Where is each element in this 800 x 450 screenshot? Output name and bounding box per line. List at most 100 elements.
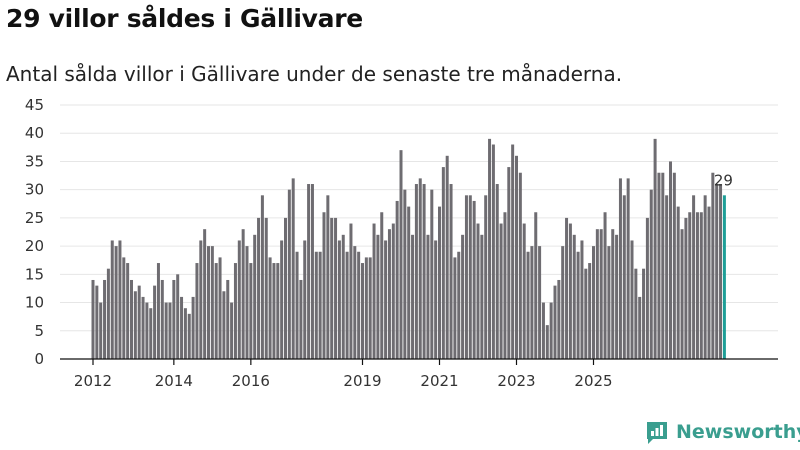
bar [507, 167, 511, 359]
bar [403, 189, 407, 359]
bar [565, 217, 569, 359]
bar [511, 144, 515, 359]
bar [615, 234, 619, 359]
bar [222, 291, 226, 359]
bar [715, 184, 719, 359]
bar [488, 138, 492, 359]
y-tick-label: 30 [25, 181, 44, 199]
bar [310, 184, 314, 359]
bar [91, 279, 95, 359]
bar [368, 257, 372, 359]
x-tick-label: 2023 [497, 372, 535, 390]
bar [434, 240, 438, 359]
bar [692, 195, 696, 359]
bar [380, 212, 384, 359]
newsworthy-logo: Newsworthy [644, 418, 800, 446]
bar [530, 246, 534, 359]
highlight-value-label: 29 [714, 171, 733, 189]
chart-subtitle: Antal sålda villor i Gällivare under de … [6, 62, 623, 86]
bar [603, 212, 607, 359]
bar [588, 263, 592, 359]
chart-title: 29 villor såldes i Gällivare [6, 4, 363, 33]
bar [191, 296, 195, 359]
bar [280, 240, 284, 359]
bar [110, 240, 114, 359]
bar [95, 285, 99, 359]
bar [103, 279, 107, 359]
bar [414, 184, 418, 359]
y-tick-label: 10 [25, 294, 44, 312]
bar [326, 195, 330, 359]
bar [669, 161, 672, 359]
bar [276, 263, 280, 359]
bar [688, 212, 692, 359]
x-tick-label: 2016 [232, 372, 270, 390]
bar [372, 223, 376, 359]
bar [607, 246, 611, 359]
bar [518, 172, 522, 359]
bar-highlight [722, 195, 726, 359]
bar [445, 155, 449, 359]
bar [441, 167, 445, 359]
bar [645, 217, 649, 359]
bar [576, 251, 580, 359]
bar [480, 234, 484, 359]
bar [599, 229, 603, 359]
y-tick-label: 45 [25, 96, 44, 114]
bar [341, 234, 345, 359]
bar [168, 302, 172, 359]
bar [626, 178, 630, 359]
bar [395, 200, 399, 359]
bar [99, 302, 103, 359]
y-tick-label: 5 [34, 322, 44, 340]
bar [314, 251, 318, 359]
bar [272, 263, 276, 359]
newsworthy-logo-text: Newsworthy [676, 421, 800, 443]
bar [149, 308, 153, 359]
bar [461, 234, 465, 359]
bar [284, 217, 287, 359]
bar [126, 263, 130, 359]
bar [260, 195, 264, 359]
bar [484, 195, 488, 359]
bar [199, 240, 203, 359]
bar [133, 291, 137, 359]
bar [257, 217, 261, 359]
bar [164, 302, 168, 359]
bar [680, 229, 684, 359]
y-tick-label: 0 [34, 350, 44, 368]
bar [453, 257, 457, 359]
bar [153, 285, 157, 359]
bar [118, 240, 122, 359]
bar [642, 268, 646, 359]
bar [337, 240, 341, 359]
y-tick-label: 20 [25, 237, 44, 255]
bar [561, 246, 565, 359]
bar [699, 212, 703, 359]
bar [399, 150, 403, 359]
bar [672, 172, 676, 359]
bar [345, 251, 349, 359]
bar [214, 263, 218, 359]
newsworthy-logo-icon [647, 422, 667, 444]
bar [595, 229, 599, 359]
bar [411, 234, 415, 359]
bar [349, 223, 353, 359]
y-tick-label: 40 [25, 124, 44, 142]
bar [172, 279, 176, 359]
bar [122, 257, 126, 359]
bar [245, 246, 249, 359]
x-tick-label: 2025 [574, 372, 612, 390]
bar [472, 200, 476, 359]
bar [160, 279, 164, 359]
bar [649, 189, 653, 359]
bar [491, 144, 495, 359]
bar [361, 263, 364, 359]
bar [457, 251, 461, 359]
bar [237, 240, 241, 359]
bar [703, 195, 707, 359]
bar [210, 246, 214, 359]
bar [684, 217, 688, 359]
bar [438, 206, 441, 359]
